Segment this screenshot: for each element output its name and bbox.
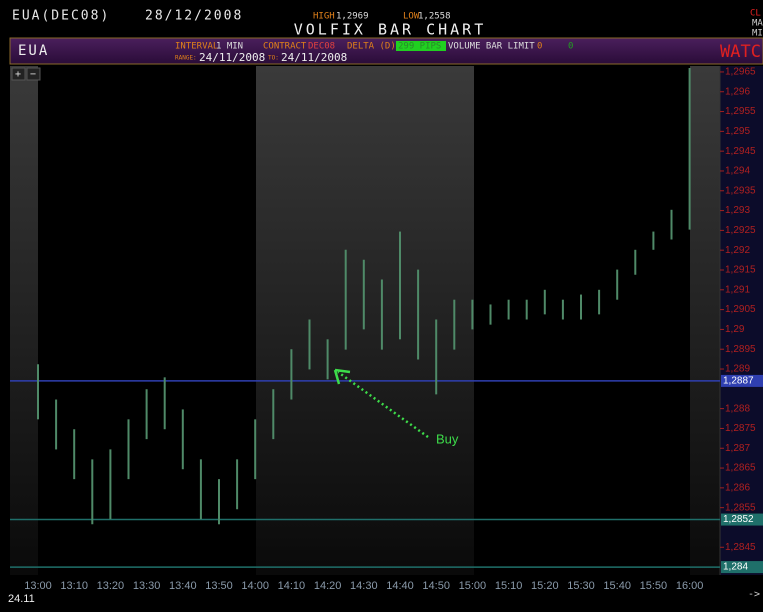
y-tick-label: 1,286 — [725, 482, 750, 493]
y-tick-label: 1,295 — [725, 126, 750, 137]
delta-label: DELTA (D) — [347, 42, 396, 52]
x-tick-label: 15:50 — [640, 580, 668, 592]
low-label: LOW — [403, 12, 420, 22]
y-tick-label: 1,2945 — [725, 146, 756, 157]
x-tick-label: 14:50 — [422, 580, 450, 592]
level-label: 1,284 — [723, 562, 748, 573]
zoom-out[interactable] — [26, 67, 41, 81]
toolbar-name: EUA — [18, 43, 49, 59]
extra: 0 — [568, 42, 573, 52]
x-tick-label: 15:40 — [603, 580, 631, 592]
toolbar — [9, 37, 763, 65]
zoom-out-label[interactable]: − — [30, 69, 36, 80]
x-tick-label: 16:00 — [676, 580, 704, 592]
y-tick-label: 1,294 — [725, 166, 750, 177]
watch[interactable]: WATC — [720, 42, 761, 62]
x-tick-label: 13:10 — [60, 580, 88, 592]
corner: MI — [752, 29, 763, 39]
y-tick-label: 1,2895 — [725, 344, 756, 355]
corner: MA — [752, 19, 763, 29]
x-tick-label: 14:20 — [314, 580, 342, 592]
volume: 0 — [537, 42, 542, 52]
y-axis-panel — [720, 66, 763, 575]
delta-box — [396, 41, 446, 51]
x-tick-label: 13:50 — [205, 580, 233, 592]
x-tick-label: 14:30 — [350, 580, 378, 592]
y-tick-label: 1,287 — [725, 443, 750, 454]
y-tick-label: 1,2845 — [725, 542, 756, 553]
session-shade — [256, 66, 474, 575]
chart-title: VOLFIX BAR CHART — [294, 21, 487, 39]
contract: DEC08 — [308, 42, 335, 52]
delta: 299 PIPS — [398, 42, 441, 52]
x-tick-label: 14:00 — [241, 580, 269, 592]
x-tick-label: 14:40 — [386, 580, 414, 592]
level-box — [721, 561, 763, 574]
y-tick-label: 1,296 — [725, 86, 750, 97]
y-tick-label: 1,289 — [725, 364, 750, 375]
level-box — [721, 374, 763, 387]
session-shade — [690, 66, 720, 575]
corner: CL — [750, 9, 761, 19]
level-box — [721, 513, 763, 526]
x-tick-label: 13:30 — [133, 580, 161, 592]
x-tick-label: 15:30 — [567, 580, 595, 592]
symbol: EUA(DEC08) — [12, 9, 110, 24]
y-tick-label: 1,292 — [725, 245, 750, 256]
x-tick-label: 13:00 — [24, 580, 52, 592]
y-tick-label: 1,2855 — [725, 502, 756, 513]
y-tick-label: 1,2865 — [725, 463, 756, 474]
x-tick-label: 15:20 — [531, 580, 559, 592]
annotation: Buy — [436, 431, 459, 446]
range-from: 24/11/2008 — [199, 51, 265, 64]
y-tick-label: 1,2905 — [725, 304, 756, 315]
next[interactable]: -> — [748, 589, 760, 600]
y-tick-label: 1,291 — [725, 284, 750, 295]
high: 1,2969 — [336, 12, 369, 22]
y-tick-label: 1,29 — [725, 324, 745, 335]
y-tick-label: 1,288 — [725, 403, 750, 414]
level-label: 1,2887 — [723, 376, 754, 387]
y-tick-label: 1,2935 — [725, 185, 756, 196]
date: 28/12/2008 — [145, 9, 243, 24]
contract-label: CONTRACT — [263, 42, 307, 52]
y-tick-label: 1,2925 — [725, 225, 756, 236]
volume-label: VOLUME BAR LIMIT — [448, 42, 535, 52]
interval: 1 MIN — [216, 42, 243, 52]
y-tick-label: 1,2965 — [725, 67, 756, 78]
x-tick-label: 15:10 — [495, 580, 523, 592]
low: 1,2558 — [418, 12, 451, 22]
y-tick-label: 1,2915 — [725, 265, 756, 276]
footer-date: 24.11 — [8, 593, 35, 605]
range-to-label: TO: — [268, 55, 279, 62]
x-tick-label: 13:40 — [169, 580, 197, 592]
session-shade — [10, 66, 38, 575]
high-label: HIGH — [313, 12, 335, 22]
x-tick-label: 15:00 — [459, 580, 487, 592]
zoom-in-label[interactable]: + — [15, 69, 21, 80]
y-tick-label: 1,2875 — [725, 423, 756, 434]
x-tick-label: 13:20 — [97, 580, 125, 592]
interval-label: INTERVAL — [175, 42, 218, 52]
range-label: RANGE: — [175, 55, 197, 62]
x-tick-label: 14:10 — [278, 580, 306, 592]
range-to: 24/11/2008 — [281, 51, 347, 64]
annotation-arrow — [337, 370, 429, 439]
y-tick-label: 1,293 — [725, 205, 750, 216]
level-label: 1,2852 — [723, 514, 754, 525]
zoom-in[interactable] — [11, 67, 26, 81]
annotation-arrowhead — [333, 368, 351, 385]
y-tick-label: 1,2955 — [725, 106, 756, 117]
